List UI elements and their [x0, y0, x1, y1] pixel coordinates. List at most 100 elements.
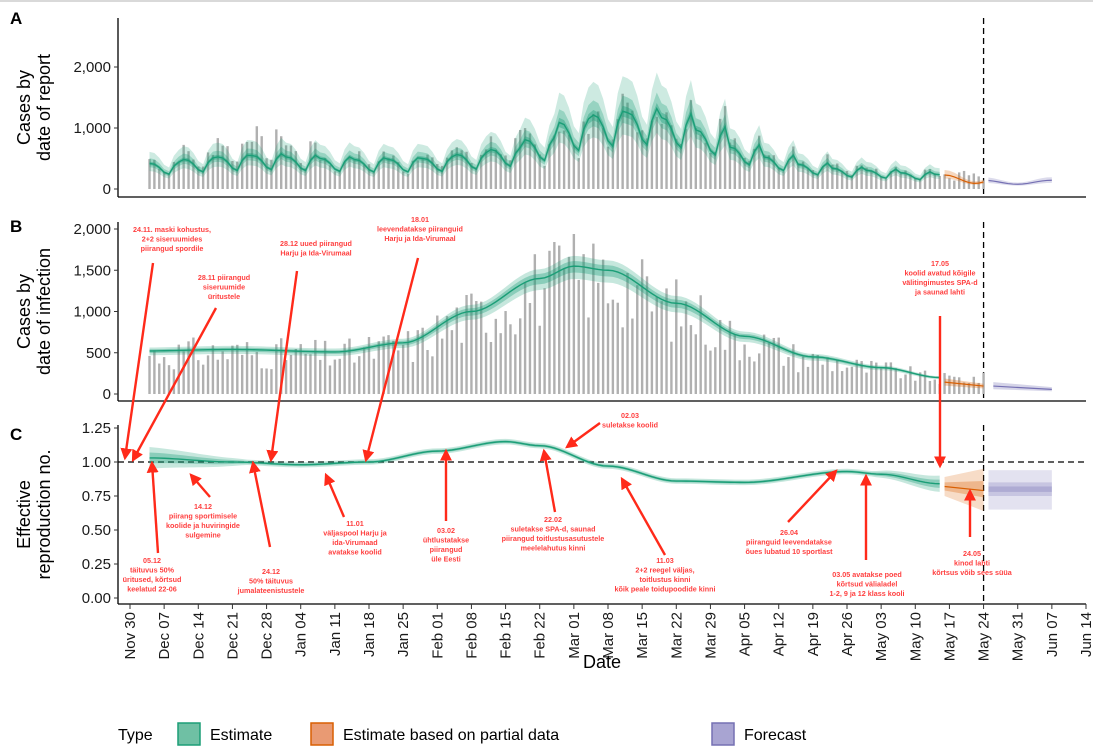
infection-bar [714, 347, 717, 394]
infection-bar [777, 337, 780, 394]
infection-bar [201, 364, 205, 394]
infection-bar [260, 368, 263, 394]
infection-bar [860, 361, 863, 394]
report-bar [694, 128, 697, 189]
infection-bar [889, 362, 893, 394]
x-tick-label: May 31 [1010, 612, 1027, 661]
annotation-arrow [266, 270, 299, 463]
infection-bar [933, 379, 936, 394]
report-bar [192, 159, 195, 189]
y-tick-label: 0.00 [82, 590, 111, 607]
infection-bar [587, 317, 590, 394]
annotation-label: 03.02 ühtlustatakse piirangud üle Eesti [423, 526, 469, 564]
legend-title: Type [118, 727, 153, 744]
infection-bar [436, 315, 439, 394]
infection-bar [636, 285, 639, 394]
infection-bar [362, 347, 366, 394]
estimate-ci20 [149, 103, 940, 181]
annotation-label: 28.12 uued piirangud Harju ja Ida-Virumaa… [280, 239, 352, 258]
report-bar [631, 110, 634, 189]
infection-bar [240, 354, 244, 394]
annotation-line: 11.03 [656, 556, 674, 565]
annotation-label: 24.05 kinod lahti kõrtsus võib sees süüa [932, 549, 1012, 577]
infection-bar [943, 373, 946, 394]
report-bar [626, 102, 629, 189]
infection-bar [431, 356, 434, 394]
annotation-label: 22.02 suletakse SPA-d, saunad piirangud to… [502, 515, 605, 553]
annotation-line: 03.05 avatakse poed [832, 570, 902, 579]
report-bar [650, 120, 654, 189]
report-bar [162, 171, 166, 189]
annotation-line: 03.02 [437, 526, 455, 535]
report-bar [314, 142, 317, 189]
x-tick-label: Jan 04 [293, 612, 310, 657]
legend-swatch-forecast [711, 722, 735, 746]
infection-bar [475, 301, 478, 394]
infection-bar [294, 349, 298, 394]
infection-bar [406, 331, 410, 394]
x-axis-title: Date [583, 652, 621, 672]
report-bar [489, 136, 493, 189]
report-bar [982, 180, 985, 189]
annotation-line: toitlustus kinni [639, 575, 690, 584]
x-tick-label: Mar 22 [668, 612, 685, 659]
annotation-label: 24.11. maski kohustus, 2+2 siseruumides pi… [133, 225, 211, 253]
annotation-line: piiranguid leevendatakse [746, 538, 832, 547]
report-bar [367, 164, 371, 189]
report-bar [309, 141, 312, 189]
report-bar [197, 166, 200, 189]
report-bar [655, 116, 658, 189]
report-bar [416, 160, 419, 189]
infection-bar [479, 301, 483, 394]
forecast-ci50 [988, 482, 1052, 496]
report-bar [748, 160, 751, 189]
panel-label-C: C [10, 425, 22, 444]
report-bar [519, 130, 522, 189]
report-bar [870, 171, 873, 189]
forecast-ci90 [988, 470, 1052, 510]
estimate-ci50 [149, 261, 940, 379]
estimate-median-line [149, 106, 940, 181]
report-bar [909, 174, 912, 189]
report-bar [948, 178, 951, 189]
infection-bar [162, 357, 166, 394]
report-bar [582, 121, 585, 189]
infection-bar [772, 337, 776, 394]
annotation-line: piirang sportimisele [169, 512, 237, 521]
infection-bar [826, 357, 829, 394]
report-bar [528, 133, 532, 189]
infection-bar [914, 380, 917, 394]
infection-bar [733, 334, 737, 394]
report-bar [860, 165, 863, 189]
report-bar [236, 161, 239, 189]
report-bar [875, 168, 878, 189]
report-bar [806, 168, 810, 189]
annotation-line: 28.11 piirangud [198, 273, 250, 282]
infection-bar [953, 376, 956, 394]
annotation-line: 24.11. maski kohustus, [133, 225, 211, 234]
annotation-label: 28.11 piirangud siseruumide üritustele [198, 273, 250, 301]
y-tick-label: 1.00 [82, 454, 111, 471]
y-tick-label: 1.25 [82, 420, 111, 437]
infection-bar [172, 369, 176, 394]
report-bar [226, 146, 229, 189]
annotation-arrow [362, 257, 420, 463]
infection-bar [797, 372, 800, 394]
infection-bar [738, 360, 741, 394]
infection-bar [611, 299, 615, 394]
infection-bar [582, 254, 585, 394]
report-bar [665, 112, 668, 189]
annotation-label: 26.04 piiranguid leevendatakse õues lubatu… [745, 528, 833, 556]
report-bar [289, 145, 293, 189]
report-bar [777, 167, 780, 189]
infection-bar [499, 333, 502, 394]
annotation-line: väljaspool Harju ja [323, 529, 388, 538]
annotation-line: 02.03 [621, 411, 639, 420]
report-bar [177, 162, 180, 189]
infection-bar [528, 303, 532, 394]
report-bar [538, 154, 541, 189]
annotation-line: avatakse koolid [328, 548, 382, 557]
report-bar [548, 144, 551, 189]
y-tick-label: 2,000 [73, 221, 111, 238]
report-bar [319, 160, 322, 189]
